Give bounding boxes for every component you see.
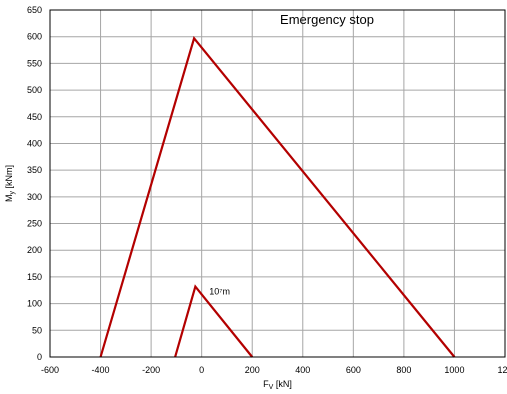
y-tick-label: 350 — [27, 165, 42, 175]
x-tick-label: 800 — [396, 365, 411, 375]
series-group — [99, 35, 456, 358]
x-tick-label: 1000 — [444, 365, 464, 375]
y-tick-label: 400 — [27, 138, 42, 148]
y-tick-label: 150 — [27, 272, 42, 282]
y-tick-label: 50 — [32, 325, 42, 335]
annotations: 10⁷m — [209, 286, 230, 296]
series-line-1 — [99, 35, 456, 358]
y-axis-title: My [kNm] — [4, 165, 16, 202]
x-tick-label: -600 — [41, 365, 59, 375]
x-tick-label: -200 — [142, 365, 160, 375]
x-tick-label: 200 — [245, 365, 260, 375]
x-tick-label: 0 — [199, 365, 204, 375]
chart-title: Emergency stop — [280, 12, 374, 27]
y-tick-label: 600 — [27, 32, 42, 42]
x-tick-label: 120 — [497, 365, 507, 375]
y-tick-label: 100 — [27, 299, 42, 309]
x-tick-label: 400 — [295, 365, 310, 375]
y-tick-label: 0 — [37, 352, 42, 362]
plot-frame — [49, 9, 506, 358]
y-tick-label: 450 — [27, 112, 42, 122]
x-axis-title: FV [kN] — [263, 379, 292, 391]
annotation-label: 10⁷m — [209, 286, 230, 296]
y-tick-label: 650 — [27, 5, 42, 15]
grid — [49, 9, 506, 358]
x-tick-label: -400 — [92, 365, 110, 375]
tick-labels: -600-400-2000200400600800100012005010015… — [27, 5, 507, 375]
y-tick-label: 200 — [27, 245, 42, 255]
y-tick-label: 500 — [27, 85, 42, 95]
x-tick-label: 600 — [346, 365, 361, 375]
y-tick-label: 550 — [27, 58, 42, 68]
y-tick-label: 300 — [27, 192, 42, 202]
y-tick-label: 250 — [27, 219, 42, 229]
series-line-2 — [174, 284, 254, 358]
